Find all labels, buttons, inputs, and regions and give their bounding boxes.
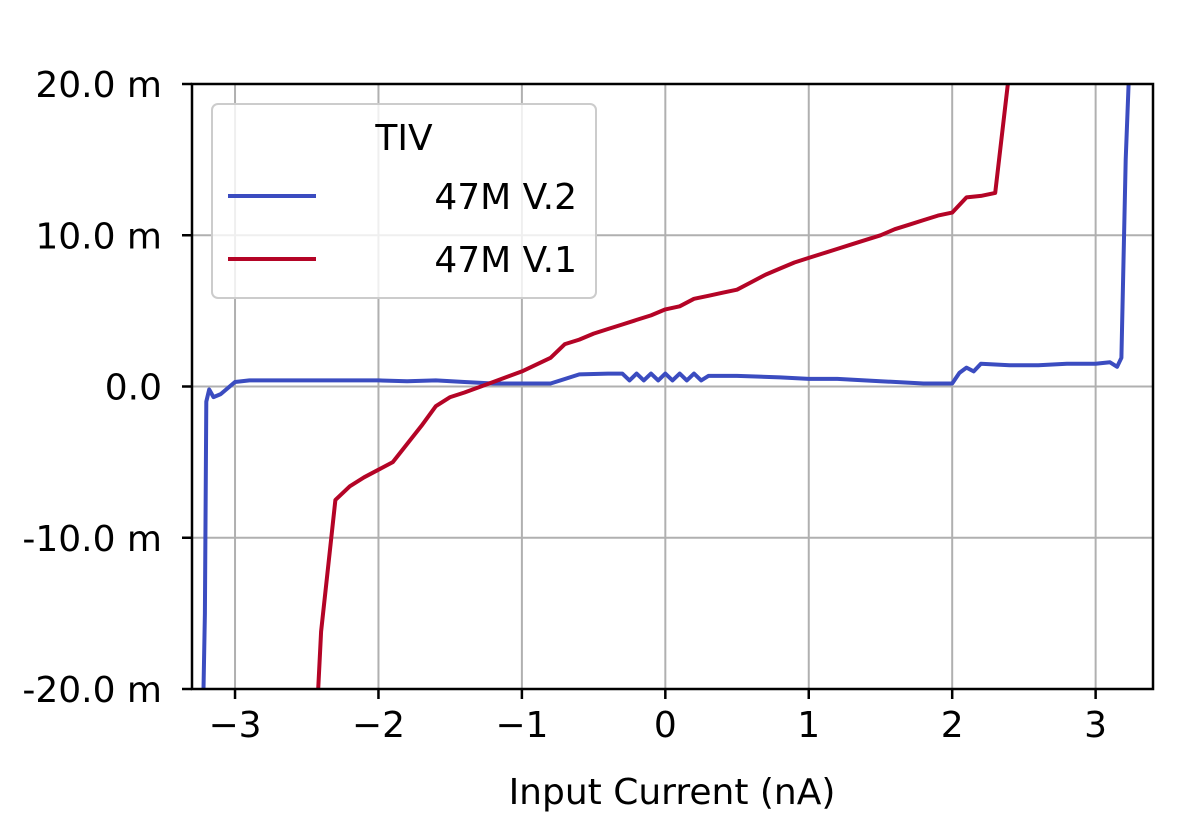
x-tick-label: −2 xyxy=(352,705,405,746)
series-layer xyxy=(201,84,1131,689)
x-tick-label: 2 xyxy=(941,705,964,746)
x-tick-label: −1 xyxy=(495,705,548,746)
legend-box xyxy=(211,103,597,299)
legend-label-47m-v1: 47M V.1 xyxy=(434,240,577,281)
x-tick-label: 1 xyxy=(797,705,820,746)
series-line-47m-v-1 xyxy=(316,84,1010,689)
y-tick-label: 0.0 xyxy=(105,368,162,409)
ticks: −3 −2 −1 0 1 2 3 -20.0 m -10.0 m 0.0 10.0 m 20.0 m xyxy=(22,65,1107,746)
y-tick-label: -20.0 m xyxy=(22,670,162,711)
legend-label-47m-v2: 47M V.2 xyxy=(434,177,577,218)
legend-title: TIV xyxy=(374,118,433,159)
series-line-47m-v-2 xyxy=(201,84,1131,689)
legend: TIV 47M V.2 47M V.1 xyxy=(211,103,597,299)
y-tick-label: 20.0 m xyxy=(35,65,162,106)
x-tick-label: −3 xyxy=(208,705,261,746)
x-axis-label: Input Current (nA) xyxy=(509,772,836,813)
x-tick-label: 0 xyxy=(654,705,677,746)
y-tick-label: 10.0 m xyxy=(35,216,162,257)
x-tick-label: 3 xyxy=(1084,705,1107,746)
y-tick-label: -10.0 m xyxy=(22,519,162,560)
